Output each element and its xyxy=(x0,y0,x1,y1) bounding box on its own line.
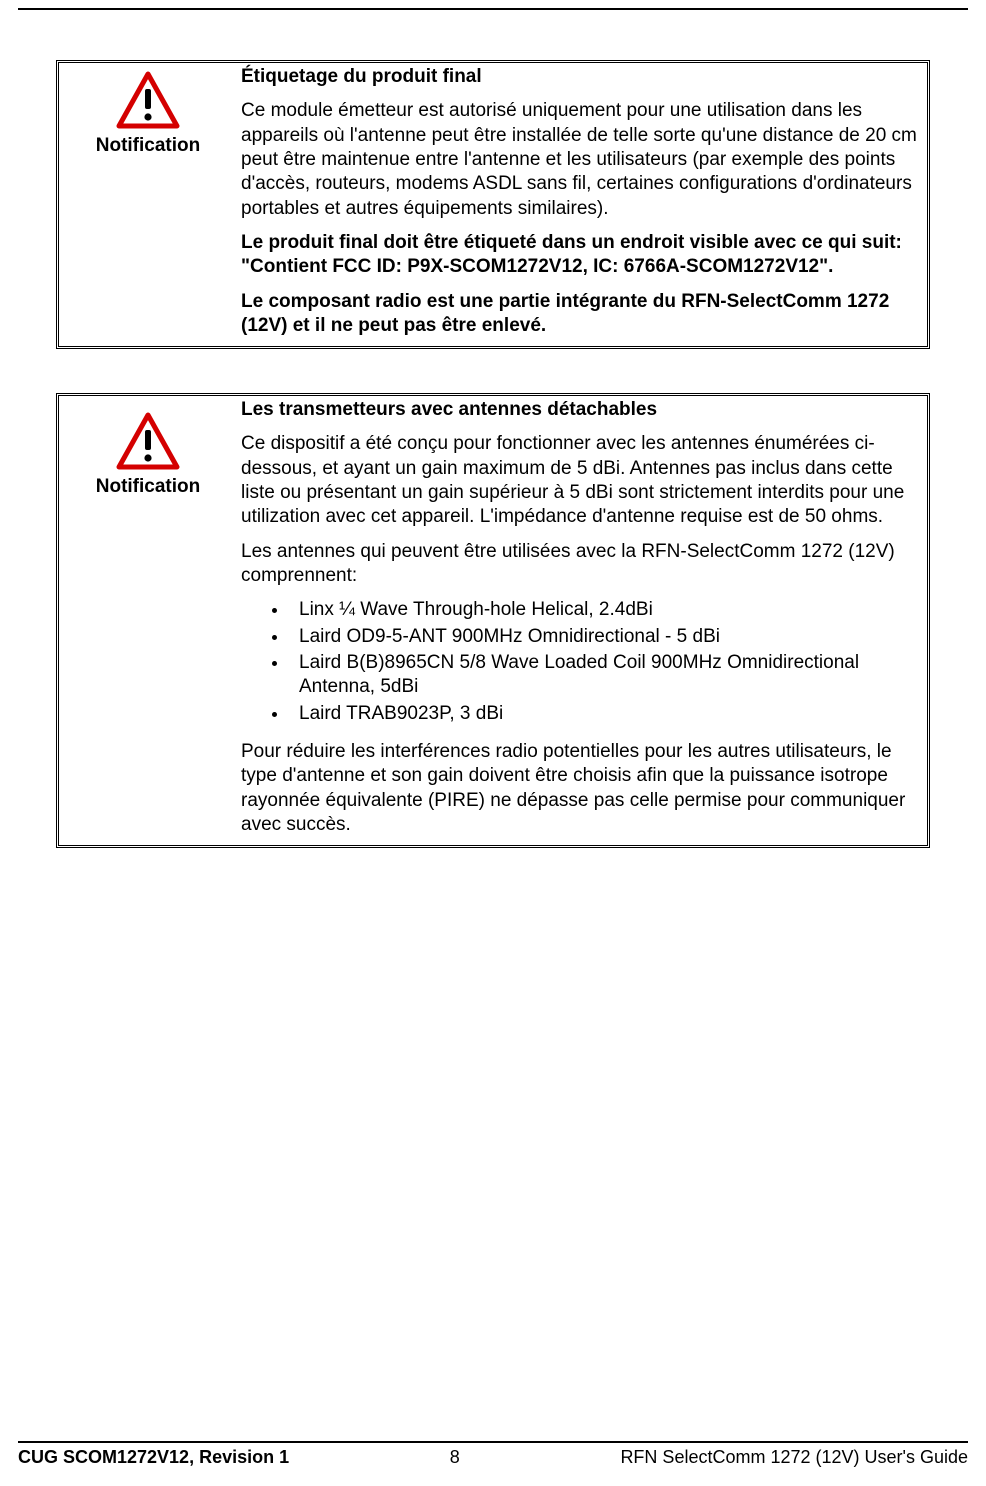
footer-left: CUG SCOM1272V12, Revision 1 xyxy=(18,1447,289,1468)
box1-p3: Le composant radio est une partie intégr… xyxy=(241,290,923,339)
footer-page-number: 8 xyxy=(450,1447,460,1468)
list-item: Laird OD9-5-ANT 900MHz Omnidirectional -… xyxy=(289,625,923,649)
list-item: Linx ¼ Wave Through-hole Helical, 2.4dBi xyxy=(289,598,923,622)
box1-title: Étiquetage du produit final xyxy=(241,65,923,89)
notification-label-1: Notification xyxy=(63,135,233,157)
notification-box-2: Notification Les transmetteurs avec ante… xyxy=(56,393,930,848)
page: Notification Étiquetage du produit final… xyxy=(0,0,986,1486)
box2-p1: Ce dispositif a été conçu pour fonctionn… xyxy=(241,432,923,529)
footer-rule xyxy=(18,1441,968,1443)
notification-body-2: Les transmetteurs avec antennes détachab… xyxy=(237,396,927,845)
footer-row: CUG SCOM1272V12, Revision 1 8 RFN Select… xyxy=(18,1447,968,1468)
top-rule xyxy=(18,8,968,10)
page-footer: CUG SCOM1272V12, Revision 1 8 RFN Select… xyxy=(18,1441,968,1468)
notification-box-1: Notification Étiquetage du produit final… xyxy=(56,60,930,349)
list-item: Laird TRAB9023P, 3 dBi xyxy=(289,702,923,726)
box2-p2: Les antennes qui peuvent être utilisées … xyxy=(241,540,923,589)
box1-p1: Ce module émetteur est autorisé uniqueme… xyxy=(241,99,923,221)
notification-left-2: Notification xyxy=(59,396,237,498)
notification-left-1: Notification xyxy=(59,63,237,157)
box2-p3: Pour réduire les interférences radio pot… xyxy=(241,740,923,837)
footer-right: RFN SelectComm 1272 (12V) User's Guide xyxy=(620,1447,968,1468)
warning-icon xyxy=(63,71,233,129)
notification-body-1: Étiquetage du produit final Ce module ém… xyxy=(237,63,927,346)
box1-p2: Le produit final doit être étiqueté dans… xyxy=(241,231,923,280)
box2-title: Les transmetteurs avec antennes détachab… xyxy=(241,398,923,422)
antenna-list: Linx ¼ Wave Through-hole Helical, 2.4dBi… xyxy=(241,598,923,726)
warning-icon xyxy=(63,412,233,470)
list-item: Laird B(B)8965CN 5/8 Wave Loaded Coil 90… xyxy=(289,651,923,700)
notification-label-2: Notification xyxy=(63,476,233,498)
